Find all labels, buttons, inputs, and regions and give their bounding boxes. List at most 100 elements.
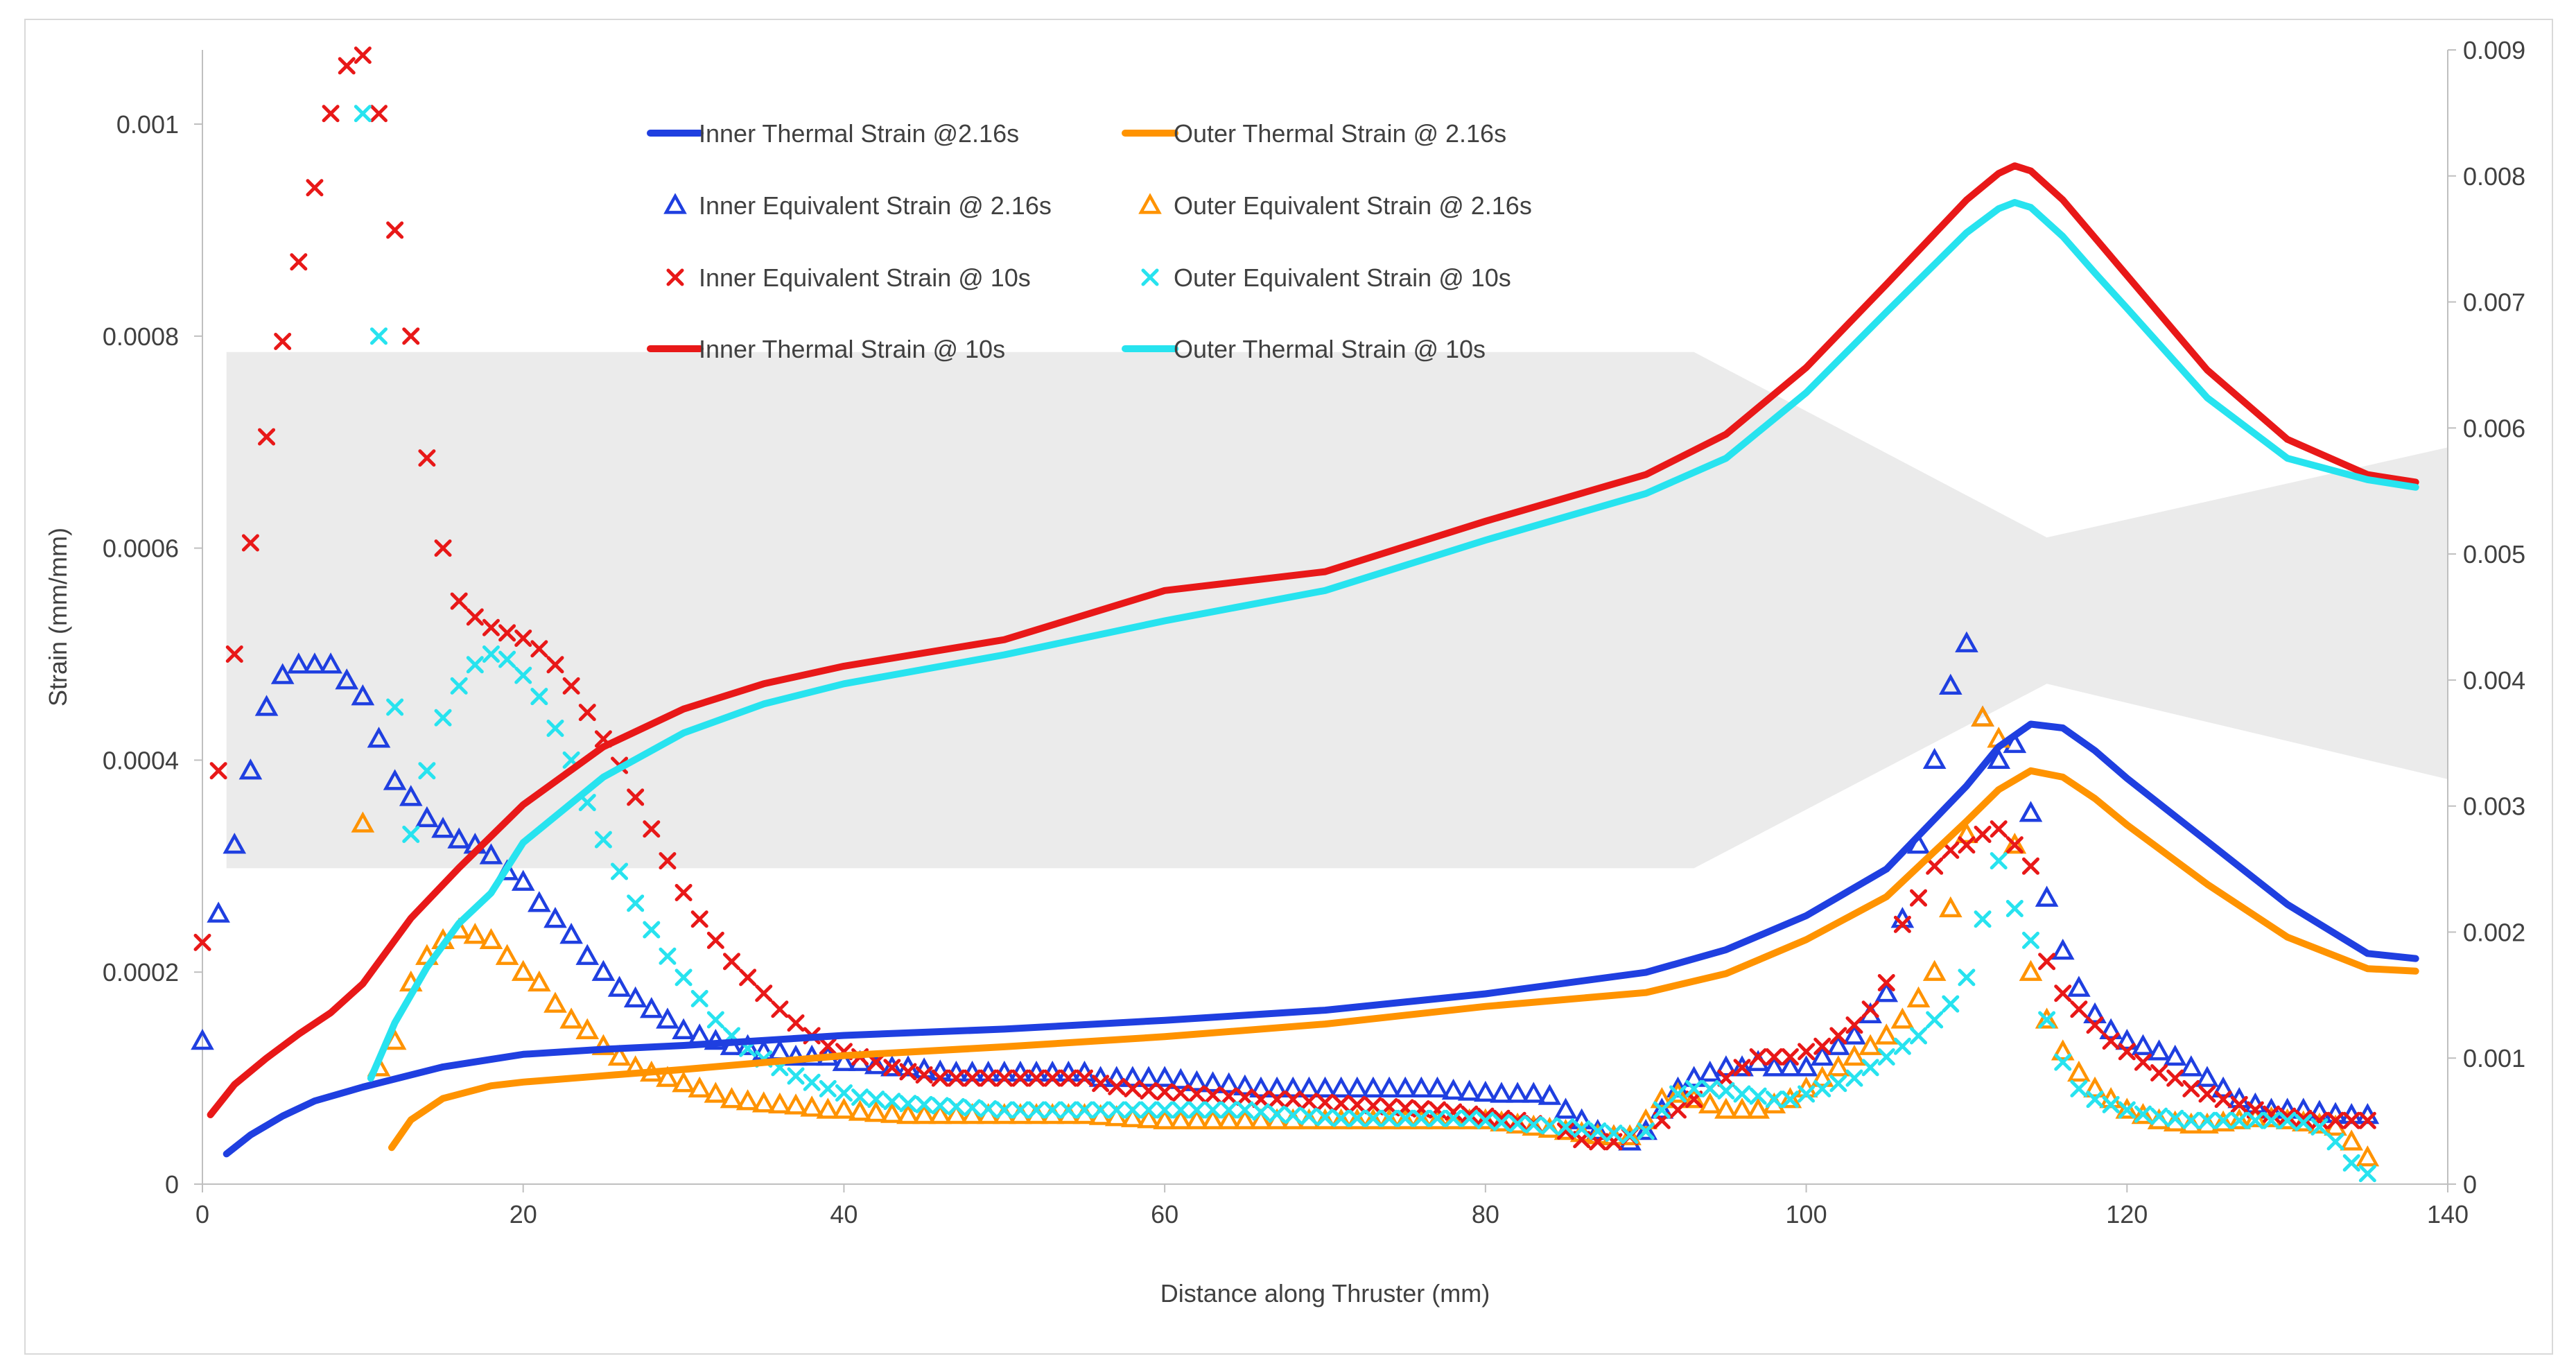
data-point (1861, 1059, 1879, 1077)
data-point (1172, 1101, 1190, 1119)
data-point (290, 253, 308, 271)
data-point (1714, 1097, 1738, 1119)
data-point (2003, 731, 2027, 754)
data-point (367, 727, 391, 748)
x-tick-label: 60 (1151, 1200, 1178, 1228)
data-point (1990, 820, 2008, 838)
data-point (1955, 822, 1978, 844)
data-point (2102, 1032, 2120, 1050)
data-point (1361, 1076, 1385, 1098)
data-point (1794, 1055, 1818, 1077)
data-point (915, 1095, 933, 1113)
data-point (690, 910, 708, 928)
data-point (1043, 1069, 1061, 1087)
data-point (1861, 1000, 1879, 1018)
data-point (2005, 836, 2024, 854)
data-point (980, 1100, 998, 1118)
data-point (2195, 1066, 2219, 1087)
data-point (896, 1102, 920, 1124)
data-point (1685, 1079, 1703, 1097)
data-point (578, 704, 596, 722)
data-point (739, 969, 757, 987)
data-point (1445, 1109, 1463, 1127)
data-point (514, 666, 532, 684)
data-point (1589, 1122, 1607, 1140)
data-point (964, 1099, 982, 1117)
data-point (1637, 1122, 1655, 1140)
data-point (1765, 1091, 1783, 1109)
data-point (1124, 1079, 1142, 1097)
series-line (388, 767, 2419, 1152)
data-point (915, 1066, 933, 1084)
data-point (1813, 1079, 1831, 1097)
y2-tick-label: 0.007 (2463, 288, 2525, 317)
data-point (1153, 1108, 1176, 1129)
data-point (1396, 1109, 1414, 1127)
data-point (928, 1102, 952, 1124)
data-point (1252, 1103, 1270, 1121)
data-point (2086, 1091, 2104, 1109)
data-point (1874, 981, 1899, 1002)
data-point (322, 105, 340, 123)
data-point (688, 1076, 712, 1098)
series-inner-thermal-strain-10s (207, 162, 2419, 1118)
data-point (1877, 1048, 1895, 1066)
legend-item: Inner Equivalent Strain @ 2.16s (663, 191, 1052, 220)
data-point (1906, 986, 1931, 1008)
data-point (2038, 953, 2056, 971)
data-point (1236, 1088, 1254, 1106)
data-point (1441, 1078, 1465, 1100)
data-point (1217, 1108, 1241, 1129)
data-point (912, 1102, 936, 1124)
data-point (2326, 1111, 2344, 1129)
data-point (511, 869, 535, 891)
legend-label: Inner Thermal Strain @ 10s (699, 335, 1005, 363)
data-point (351, 811, 375, 833)
data-point (1829, 1075, 1847, 1093)
data-point (2227, 1108, 2252, 1129)
data-point (1297, 1076, 1321, 1098)
data-point (800, 1095, 824, 1117)
series-line (223, 720, 2419, 1158)
data-point (594, 831, 612, 849)
data-point (931, 1069, 949, 1087)
data-point (1104, 1066, 1129, 1087)
x-tick-label: 120 (2106, 1200, 2148, 1228)
data-point (1329, 1108, 1353, 1129)
data-point (964, 1069, 982, 1087)
data-point (1233, 1074, 1257, 1095)
x-tick-label: 100 (1786, 1200, 1827, 1228)
data-point (1843, 1044, 1866, 1066)
data-point (1877, 974, 1895, 991)
data-point (2054, 984, 2072, 1002)
data-point (286, 652, 311, 674)
data-point (1827, 1055, 1850, 1077)
data-point (1958, 836, 1976, 854)
data-point (1027, 1069, 1045, 1087)
data-point (1059, 1101, 1077, 1119)
data-point (2310, 1118, 2329, 1136)
data-point (1477, 1107, 1495, 1125)
data-point (2086, 1016, 2104, 1034)
data-point (1345, 1108, 1369, 1129)
data-point (688, 1023, 712, 1045)
data-point (1108, 1101, 1126, 1119)
data-point (2118, 1043, 2136, 1061)
data-point (1653, 1101, 1671, 1119)
data-point (1204, 1086, 1222, 1104)
data-point (466, 608, 484, 626)
data-point (1765, 1048, 1783, 1066)
data-point (704, 1082, 728, 1103)
data-point (768, 1039, 792, 1061)
data-point (2230, 1095, 2248, 1113)
data-point (306, 179, 324, 197)
data-point (2211, 1076, 2235, 1098)
data-point (2005, 899, 2024, 917)
data-point (303, 652, 327, 674)
data-point (755, 984, 773, 1002)
data-point (2198, 1085, 2216, 1103)
data-point (2166, 1109, 2184, 1127)
data-point (2356, 1145, 2380, 1167)
data-point (1461, 1109, 1479, 1127)
